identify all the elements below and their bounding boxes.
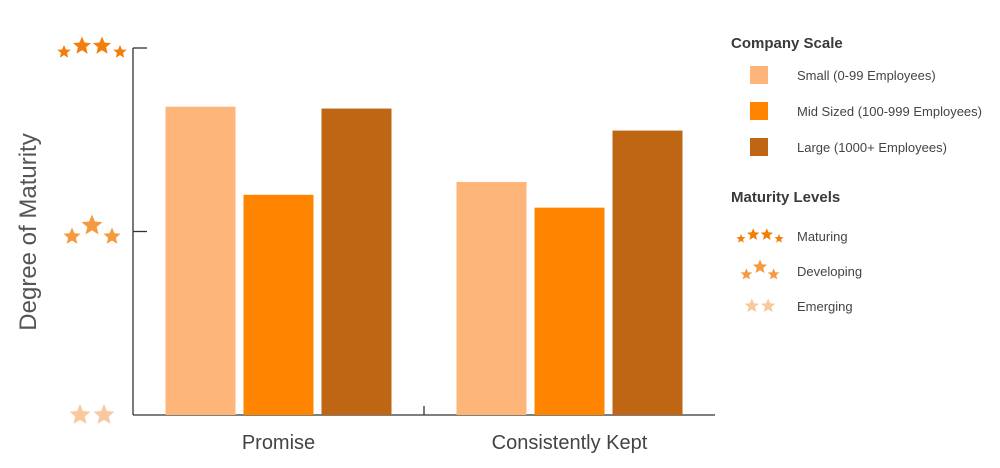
star-shape: [63, 227, 81, 244]
star-shape: [736, 234, 746, 243]
bar: [243, 194, 314, 415]
star-shape: [767, 268, 780, 280]
two-stars-icon: [69, 404, 115, 424]
star-shape: [752, 259, 768, 273]
x-tick-label: Consistently Kept: [492, 432, 648, 454]
bar: [612, 130, 683, 415]
bar: [321, 108, 392, 416]
legend-swatch: [750, 66, 768, 84]
legend-label: Developing: [797, 264, 862, 279]
legend-swatch: [750, 102, 768, 120]
category-labels: Promise Consistently Kept: [242, 432, 648, 454]
legend-title-company-scale: Company Scale: [731, 35, 843, 52]
four-stars-icon: [57, 36, 127, 58]
legend-item: Small (0-99 Employees): [750, 66, 936, 84]
x-tick-label: Promise: [242, 432, 315, 454]
legend-label: Mid Sized (100-999 Employees): [797, 104, 982, 119]
star-shape: [103, 227, 121, 244]
legend-item: Mid Sized (100-999 Employees): [750, 102, 982, 120]
star-shape: [81, 214, 103, 235]
legend-item: Emerging: [744, 298, 853, 314]
bar: [165, 106, 236, 415]
star-shape: [93, 404, 115, 424]
maturity-legend-items: Maturing Developing Emerging: [736, 228, 862, 314]
legend-label: Maturing: [797, 229, 848, 244]
star-shape: [761, 298, 776, 313]
company-scale-legend-items: Small (0-99 Employees) Mid Sized (100-999…: [750, 66, 982, 156]
star-shape: [747, 228, 760, 240]
bars: [165, 106, 683, 416]
star-shape: [73, 36, 91, 54]
three-stars-icon: [63, 214, 121, 244]
star-shape: [69, 404, 91, 424]
legend-label: Large (1000+ Employees): [797, 140, 947, 155]
star-shape: [113, 45, 127, 58]
legend-item: Developing: [740, 259, 862, 280]
legend-title-maturity-levels: Maturity Levels: [731, 189, 840, 206]
legend-swatch: [750, 138, 768, 156]
star-shape: [740, 268, 753, 280]
star-shape: [744, 298, 759, 313]
legend-label: Emerging: [797, 299, 853, 314]
legend-item: Maturing: [736, 228, 848, 244]
star-shape: [774, 234, 784, 243]
legend-label: Small (0-99 Employees): [797, 68, 936, 83]
star-shape: [93, 36, 111, 54]
two-stars-icon: [744, 298, 776, 313]
y-axis-label: Degree of Maturity: [15, 133, 42, 330]
star-shape: [57, 45, 71, 58]
legend-item: Large (1000+ Employees): [750, 138, 947, 156]
four-stars-icon: [736, 228, 784, 243]
three-stars-icon: [740, 259, 780, 280]
y-axis-star-icons: [57, 36, 127, 424]
legend: Company Scale Small (0-99 Employees) Mid …: [731, 35, 982, 314]
bar: [534, 207, 605, 415]
star-shape: [760, 228, 773, 240]
bar: [456, 181, 527, 415]
